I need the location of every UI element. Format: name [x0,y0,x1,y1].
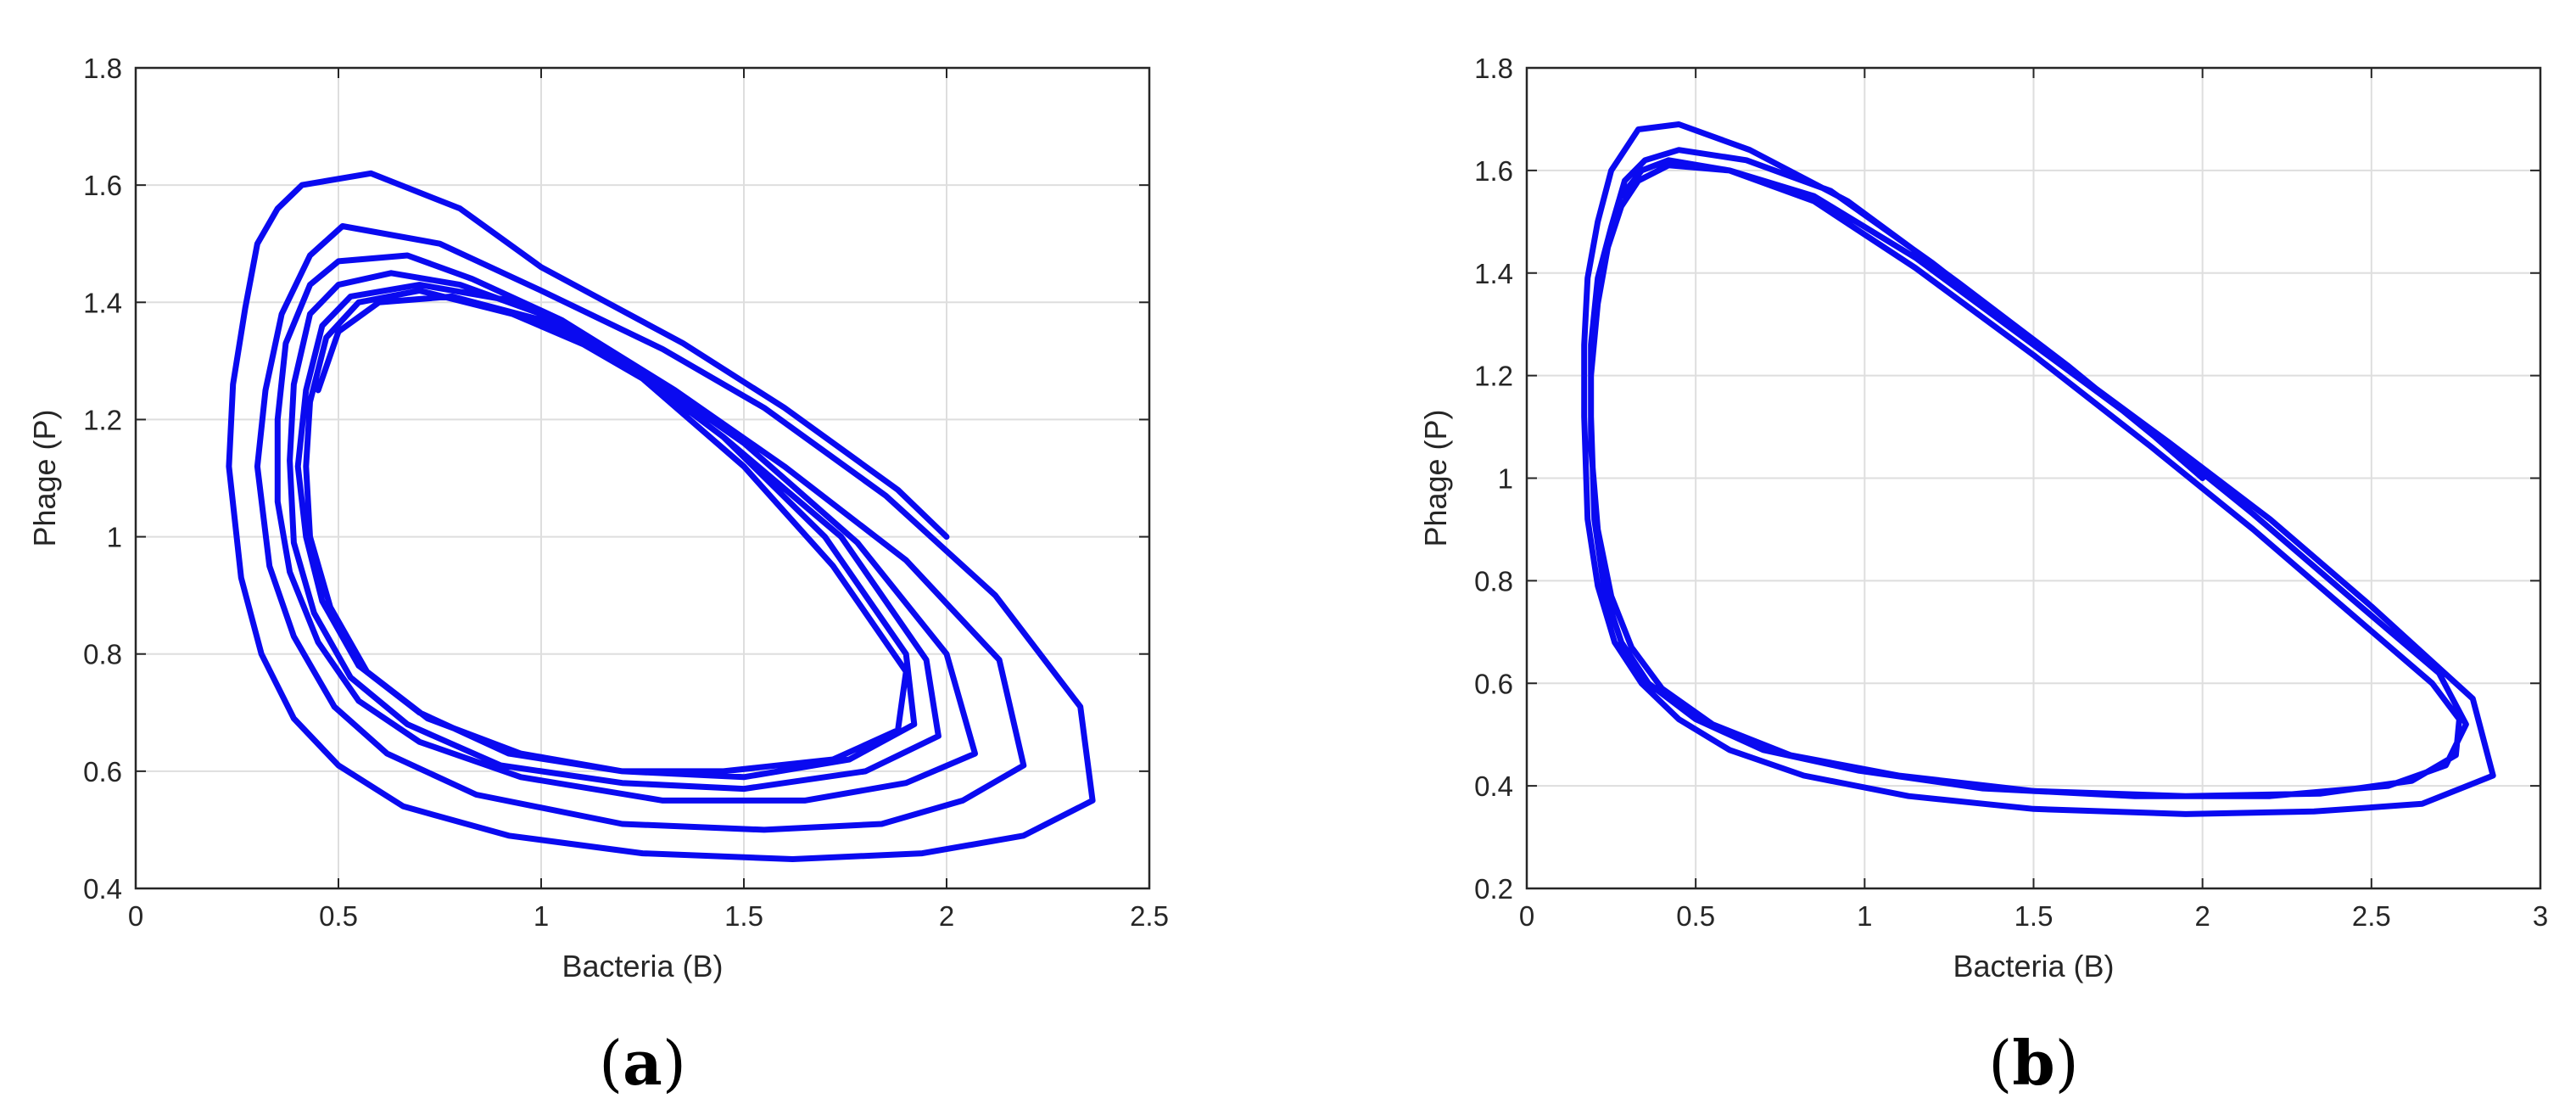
y-tick-label: 0.2 [1474,873,1513,905]
y-tick-label: 1.4 [1474,258,1513,289]
y-axis-label: Phage (P) [27,409,62,546]
y-tick-label: 0.4 [1474,770,1513,802]
y-tick-label: 1.6 [83,170,122,201]
x-tick-label: 1.5 [2014,900,2054,932]
x-tick-label: 1.5 [724,900,763,932]
x-tick-label: 3 [2533,900,2548,932]
y-tick-label: 0.6 [1474,668,1513,699]
y-tick-label: 0.8 [1474,565,1513,597]
x-tick-label: 0.5 [1676,900,1715,932]
y-tick-label: 1.8 [83,53,122,84]
y-tick-label: 1.6 [1474,155,1513,187]
trajectory-line [226,170,1096,862]
x-tick-label: 1 [534,900,549,932]
y-tick-label: 0.8 [83,639,122,670]
chart-panel-a: 0 0.5 1 1.5 2 2.5 0.4 0.6 0.8 1 1.2 1.4 1.6 1.8 Bacter… [27,53,1169,1099]
y-tick-label: 1 [1498,463,1513,495]
y-axis-label: Phage (P) [1418,409,1453,546]
y-tick-label: 1.2 [1474,361,1513,392]
y-tick-label: 0.4 [83,873,122,905]
panel-label: (b) [1988,1027,2079,1099]
x-tick-label: 1 [1857,900,1872,932]
chart-panel-b: 0 0.5 1 1.5 2 2.5 3 0.2 0.4 0.6 0.8 1 1.2 1.4 1.6 1.8 Ba… [1418,53,2548,1099]
trajectory-line [1581,121,2496,817]
panel-label: (a) [599,1027,686,1099]
x-axis-label: Bacteria (B) [1953,949,2114,983]
y-tick-label: 1.8 [1474,53,1513,84]
y-tick-label: 0.6 [83,756,122,787]
x-tick-label: 2 [939,900,954,932]
x-tick-label: 0 [128,900,143,932]
x-tick-label: 0.5 [319,900,358,932]
x-tick-label: 2.5 [1130,900,1169,932]
y-tick-label: 1 [107,522,122,553]
x-tick-label: 0 [1519,900,1534,932]
x-axis-label: Bacteria (B) [562,949,723,983]
y-tick-label: 1.2 [83,404,122,435]
y-tick-label: 1.4 [83,287,122,318]
x-tick-label: 2 [2194,900,2210,932]
axes-box [134,66,1151,890]
x-tick-label: 2.5 [2352,900,2391,932]
